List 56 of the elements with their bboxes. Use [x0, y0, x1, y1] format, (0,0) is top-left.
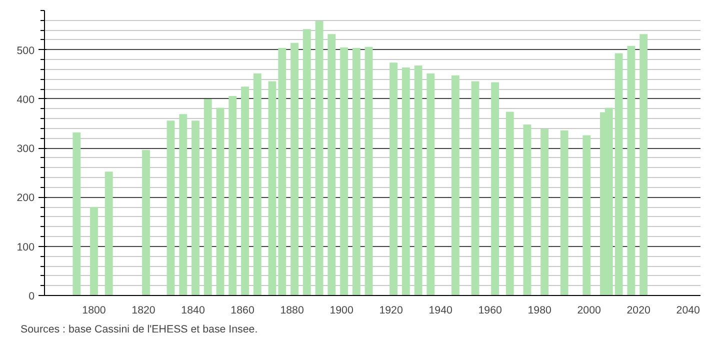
bar — [582, 135, 591, 296]
x-tick-label: 1940 — [428, 304, 452, 316]
bar — [142, 150, 150, 296]
bar — [204, 98, 212, 296]
bar — [390, 62, 398, 296]
bar — [426, 73, 435, 296]
bar — [340, 47, 348, 296]
x-tick-label: 1840 — [181, 304, 205, 316]
bar — [352, 48, 360, 296]
y-tick-label: 200 — [16, 192, 35, 204]
y-tick-label: 0 — [28, 290, 35, 302]
x-tick-label: 1920 — [379, 304, 403, 316]
x-tick-label: 1820 — [132, 304, 156, 316]
x-tick-label: 2000 — [577, 304, 602, 316]
bar — [104, 172, 113, 296]
bar — [228, 96, 237, 296]
bar — [278, 48, 286, 296]
x-tick-label: 1960 — [478, 304, 502, 316]
x-tick-label: 1860 — [230, 304, 254, 316]
bar — [627, 46, 636, 296]
bar — [471, 81, 480, 296]
y-tick-label: 500 — [16, 44, 35, 57]
x-tick-label: 2040 — [676, 304, 700, 316]
bar — [268, 81, 276, 296]
bar — [560, 130, 568, 296]
bar — [179, 114, 188, 296]
bar — [241, 86, 249, 296]
y-tick-label: 300 — [16, 143, 35, 156]
bar — [506, 112, 514, 296]
bar — [451, 75, 460, 296]
bar — [523, 124, 532, 296]
bar — [90, 207, 98, 296]
bar — [315, 20, 324, 296]
bar — [640, 34, 648, 296]
bar — [491, 82, 499, 296]
bar — [192, 120, 200, 296]
bar — [402, 68, 410, 296]
bar — [290, 42, 298, 296]
y-tick-label: 400 — [16, 94, 35, 106]
bar — [216, 108, 224, 296]
bar — [414, 66, 422, 296]
bar — [364, 46, 373, 296]
bar — [302, 29, 311, 296]
bar — [72, 132, 81, 296]
bar — [253, 73, 262, 296]
x-tick-label: 1900 — [330, 304, 354, 316]
bar — [166, 120, 175, 296]
x-tick-label: 2020 — [626, 304, 651, 316]
y-tick-label: 100 — [16, 241, 35, 254]
source-note: Sources : base Cassini de l'EHESS et base Insee. — [20, 324, 258, 336]
bar — [540, 128, 549, 296]
bar — [328, 34, 336, 296]
x-tick-label: 1800 — [82, 304, 106, 316]
x-tick-label: 1980 — [528, 304, 552, 316]
bar — [614, 53, 623, 296]
x-tick-label: 1880 — [280, 304, 304, 316]
